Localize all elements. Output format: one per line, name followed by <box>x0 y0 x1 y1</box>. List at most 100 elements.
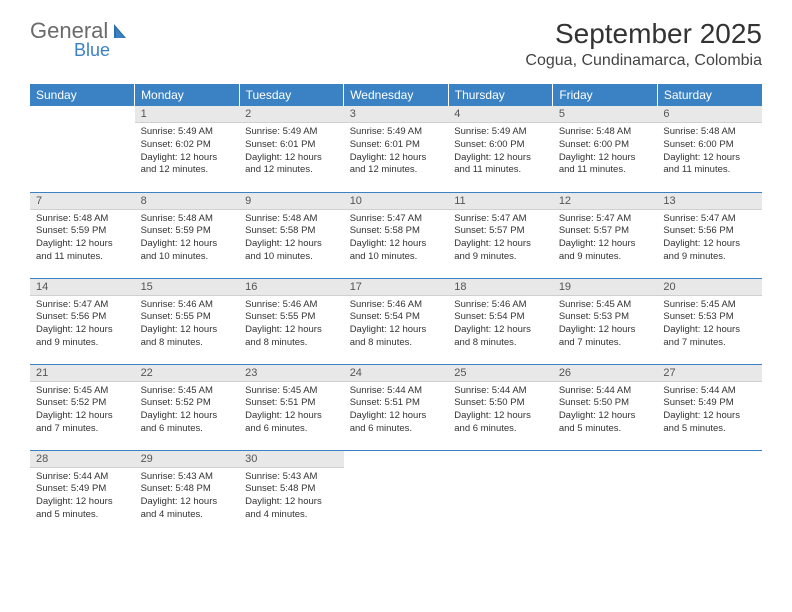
calendar-cell: 29Sunrise: 5:43 AMSunset: 5:48 PMDayligh… <box>135 450 240 536</box>
day-details: Sunrise: 5:49 AMSunset: 6:01 PMDaylight:… <box>344 123 449 180</box>
calendar-cell: 16Sunrise: 5:46 AMSunset: 5:55 PMDayligh… <box>239 278 344 364</box>
calendar-cell: 4Sunrise: 5:49 AMSunset: 6:00 PMDaylight… <box>448 106 553 192</box>
calendar-cell-empty <box>344 450 449 536</box>
day-details: Sunrise: 5:46 AMSunset: 5:54 PMDaylight:… <box>344 296 449 353</box>
day-number: 8 <box>135 193 240 210</box>
calendar-cell-empty <box>553 450 658 536</box>
day-number: 25 <box>448 365 553 382</box>
day-number: 30 <box>239 451 344 468</box>
calendar-cell: 7Sunrise: 5:48 AMSunset: 5:59 PMDaylight… <box>30 192 135 278</box>
day-details: Sunrise: 5:48 AMSunset: 6:00 PMDaylight:… <box>657 123 762 180</box>
calendar-cell-empty <box>657 450 762 536</box>
calendar-cell: 25Sunrise: 5:44 AMSunset: 5:50 PMDayligh… <box>448 364 553 450</box>
day-details: Sunrise: 5:43 AMSunset: 5:48 PMDaylight:… <box>239 468 344 525</box>
calendar-row: 1Sunrise: 5:49 AMSunset: 6:02 PMDaylight… <box>30 106 762 192</box>
day-number: 7 <box>30 193 135 210</box>
day-number: 17 <box>344 279 449 296</box>
day-number: 29 <box>135 451 240 468</box>
day-number: 26 <box>553 365 658 382</box>
day-number: 28 <box>30 451 135 468</box>
weekday-header: Friday <box>553 84 658 106</box>
logo-sail-icon <box>112 22 134 40</box>
day-number: 23 <box>239 365 344 382</box>
calendar-cell: 8Sunrise: 5:48 AMSunset: 5:59 PMDaylight… <box>135 192 240 278</box>
day-details: Sunrise: 5:48 AMSunset: 5:58 PMDaylight:… <box>239 210 344 267</box>
day-details: Sunrise: 5:44 AMSunset: 5:50 PMDaylight:… <box>553 382 658 439</box>
day-details: Sunrise: 5:46 AMSunset: 5:55 PMDaylight:… <box>135 296 240 353</box>
day-details: Sunrise: 5:46 AMSunset: 5:54 PMDaylight:… <box>448 296 553 353</box>
calendar-row: 7Sunrise: 5:48 AMSunset: 5:59 PMDaylight… <box>30 192 762 278</box>
calendar-table: SundayMondayTuesdayWednesdayThursdayFrid… <box>30 84 762 536</box>
calendar-cell: 13Sunrise: 5:47 AMSunset: 5:56 PMDayligh… <box>657 192 762 278</box>
day-number: 9 <box>239 193 344 210</box>
day-number: 5 <box>553 106 658 123</box>
weekday-header: Wednesday <box>344 84 449 106</box>
weekday-header: Thursday <box>448 84 553 106</box>
logo-text-blue: Blue <box>74 40 110 61</box>
calendar-cell: 10Sunrise: 5:47 AMSunset: 5:58 PMDayligh… <box>344 192 449 278</box>
calendar-cell: 26Sunrise: 5:44 AMSunset: 5:50 PMDayligh… <box>553 364 658 450</box>
day-number: 12 <box>553 193 658 210</box>
day-details: Sunrise: 5:48 AMSunset: 5:59 PMDaylight:… <box>30 210 135 267</box>
day-details: Sunrise: 5:48 AMSunset: 5:59 PMDaylight:… <box>135 210 240 267</box>
calendar-cell: 6Sunrise: 5:48 AMSunset: 6:00 PMDaylight… <box>657 106 762 192</box>
logo: General Blue <box>30 18 134 44</box>
calendar-cell: 19Sunrise: 5:45 AMSunset: 5:53 PMDayligh… <box>553 278 658 364</box>
day-details: Sunrise: 5:45 AMSunset: 5:51 PMDaylight:… <box>239 382 344 439</box>
day-number: 2 <box>239 106 344 123</box>
day-number: 1 <box>135 106 240 123</box>
calendar-row: 21Sunrise: 5:45 AMSunset: 5:52 PMDayligh… <box>30 364 762 450</box>
weekday-header: Saturday <box>657 84 762 106</box>
day-details: Sunrise: 5:44 AMSunset: 5:49 PMDaylight:… <box>657 382 762 439</box>
day-details: Sunrise: 5:47 AMSunset: 5:57 PMDaylight:… <box>448 210 553 267</box>
calendar-cell: 27Sunrise: 5:44 AMSunset: 5:49 PMDayligh… <box>657 364 762 450</box>
calendar-head: SundayMondayTuesdayWednesdayThursdayFrid… <box>30 84 762 106</box>
day-number: 3 <box>344 106 449 123</box>
day-details: Sunrise: 5:46 AMSunset: 5:55 PMDaylight:… <box>239 296 344 353</box>
day-number: 4 <box>448 106 553 123</box>
calendar-cell-empty <box>448 450 553 536</box>
day-details: Sunrise: 5:45 AMSunset: 5:53 PMDaylight:… <box>553 296 658 353</box>
day-number: 18 <box>448 279 553 296</box>
calendar-cell: 18Sunrise: 5:46 AMSunset: 5:54 PMDayligh… <box>448 278 553 364</box>
day-number: 16 <box>239 279 344 296</box>
calendar-cell: 28Sunrise: 5:44 AMSunset: 5:49 PMDayligh… <box>30 450 135 536</box>
calendar-cell: 22Sunrise: 5:45 AMSunset: 5:52 PMDayligh… <box>135 364 240 450</box>
calendar-body: 1Sunrise: 5:49 AMSunset: 6:02 PMDaylight… <box>30 106 762 536</box>
calendar-cell: 9Sunrise: 5:48 AMSunset: 5:58 PMDaylight… <box>239 192 344 278</box>
day-details: Sunrise: 5:47 AMSunset: 5:57 PMDaylight:… <box>553 210 658 267</box>
calendar-cell: 20Sunrise: 5:45 AMSunset: 5:53 PMDayligh… <box>657 278 762 364</box>
weekday-header: Tuesday <box>239 84 344 106</box>
page-header: General Blue September 2025 Cogua, Cundi… <box>0 0 792 76</box>
day-details: Sunrise: 5:44 AMSunset: 5:50 PMDaylight:… <box>448 382 553 439</box>
calendar-cell: 15Sunrise: 5:46 AMSunset: 5:55 PMDayligh… <box>135 278 240 364</box>
day-number: 20 <box>657 279 762 296</box>
title-block: September 2025 Cogua, Cundinamarca, Colo… <box>525 18 762 70</box>
calendar-cell: 14Sunrise: 5:47 AMSunset: 5:56 PMDayligh… <box>30 278 135 364</box>
calendar-cell: 5Sunrise: 5:48 AMSunset: 6:00 PMDaylight… <box>553 106 658 192</box>
day-details: Sunrise: 5:45 AMSunset: 5:52 PMDaylight:… <box>30 382 135 439</box>
day-details: Sunrise: 5:45 AMSunset: 5:53 PMDaylight:… <box>657 296 762 353</box>
day-details: Sunrise: 5:45 AMSunset: 5:52 PMDaylight:… <box>135 382 240 439</box>
day-number: 14 <box>30 279 135 296</box>
weekday-header: Sunday <box>30 84 135 106</box>
day-details: Sunrise: 5:47 AMSunset: 5:58 PMDaylight:… <box>344 210 449 267</box>
day-number: 19 <box>553 279 658 296</box>
day-number: 6 <box>657 106 762 123</box>
calendar-cell: 3Sunrise: 5:49 AMSunset: 6:01 PMDaylight… <box>344 106 449 192</box>
calendar-row: 28Sunrise: 5:44 AMSunset: 5:49 PMDayligh… <box>30 450 762 536</box>
calendar-cell: 1Sunrise: 5:49 AMSunset: 6:02 PMDaylight… <box>135 106 240 192</box>
day-details: Sunrise: 5:47 AMSunset: 5:56 PMDaylight:… <box>657 210 762 267</box>
day-number: 10 <box>344 193 449 210</box>
day-details: Sunrise: 5:48 AMSunset: 6:00 PMDaylight:… <box>553 123 658 180</box>
calendar-cell-empty <box>30 106 135 192</box>
day-number: 27 <box>657 365 762 382</box>
location-subtitle: Cogua, Cundinamarca, Colombia <box>525 52 762 70</box>
calendar-cell: 23Sunrise: 5:45 AMSunset: 5:51 PMDayligh… <box>239 364 344 450</box>
calendar-cell: 30Sunrise: 5:43 AMSunset: 5:48 PMDayligh… <box>239 450 344 536</box>
day-details: Sunrise: 5:49 AMSunset: 6:00 PMDaylight:… <box>448 123 553 180</box>
calendar-cell: 24Sunrise: 5:44 AMSunset: 5:51 PMDayligh… <box>344 364 449 450</box>
day-number: 15 <box>135 279 240 296</box>
calendar-cell: 21Sunrise: 5:45 AMSunset: 5:52 PMDayligh… <box>30 364 135 450</box>
calendar-cell: 17Sunrise: 5:46 AMSunset: 5:54 PMDayligh… <box>344 278 449 364</box>
